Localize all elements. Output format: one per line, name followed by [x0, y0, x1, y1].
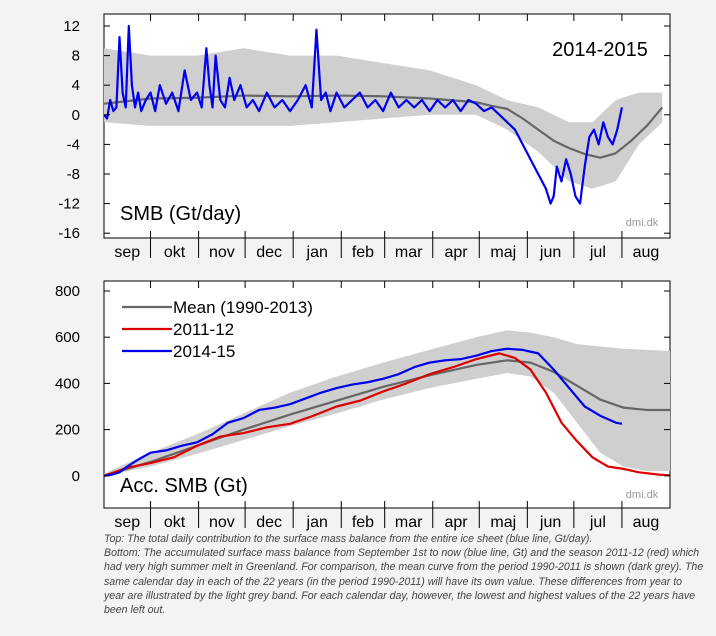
y-tick-label: 400	[55, 375, 80, 392]
y-tick-label: 600	[55, 329, 80, 346]
month-label-nov: nov	[209, 514, 235, 531]
plot-area	[104, 24, 664, 205]
month-label-feb: feb	[352, 514, 374, 531]
month-label-mar: mar	[395, 514, 423, 531]
month-label-sep: sep	[114, 514, 140, 531]
series-line-2014-15	[104, 24, 624, 205]
series-line-mean-1990-2013-	[104, 94, 664, 159]
month-label-maj: maj	[490, 244, 516, 261]
credit-text: dmi.dk	[626, 217, 659, 229]
month-label-jul: jul	[589, 244, 606, 261]
y-tick-label: 4	[72, 77, 80, 94]
y-tick-label: 200	[55, 422, 80, 439]
panel-label: SMB (Gt/day)	[120, 203, 241, 225]
series-line-2011-12	[104, 352, 670, 477]
month-label-sep: sep	[114, 244, 140, 261]
month-label-jun: jun	[539, 514, 561, 531]
month-label-jul: jul	[589, 514, 606, 531]
y-tick-label: 0	[72, 107, 80, 124]
legend-label: Mean (1990-2013)	[173, 298, 313, 317]
y-tick-label: 800	[55, 283, 80, 300]
caption-bottom: Bottom: The accumulated surface mass bal…	[104, 547, 704, 617]
month-label-dec: dec	[256, 514, 282, 531]
accumulated-smb-panel: 800 600 400 200 0 sep okt nov dec jan feb mar apr maj…	[55, 280, 671, 531]
month-label-okt: okt	[164, 514, 186, 531]
caption-top: Top: The total daily contribution to the…	[104, 533, 593, 545]
month-label-aug: aug	[633, 514, 660, 531]
figure-caption: Top: The total daily contribution to the…	[104, 532, 704, 617]
month-label-maj: maj	[490, 514, 516, 531]
month-label-nov: nov	[209, 244, 235, 261]
credit-text: dmi.dk	[626, 489, 659, 501]
month-label-aug: aug	[633, 244, 660, 261]
range-band	[104, 48, 663, 189]
plot-area	[104, 330, 670, 477]
range-band	[104, 330, 670, 476]
daily-smb-panel: 12 8 4 0 -4 -8 -12 -16 sep okt nov dec jan feb mar apr m…	[58, 13, 671, 261]
panel-label: Acc. SMB (Gt)	[120, 475, 248, 497]
y-tick-label: 12	[63, 18, 80, 35]
month-label-feb: feb	[352, 244, 374, 261]
y-tick-label: 8	[72, 48, 80, 65]
y-tick-label: -16	[58, 225, 80, 242]
y-tick-label: -4	[67, 136, 80, 153]
chart-title: 2014-2015	[552, 39, 648, 61]
legend: Mean (1990-2013) 2011-12 2014-15	[122, 298, 313, 361]
y-tick-label: -12	[58, 196, 80, 213]
legend-label: 2011-12	[173, 320, 234, 339]
month-label-apr: apr	[444, 244, 468, 261]
month-label-jan: jan	[306, 514, 328, 531]
month-label-dec: dec	[256, 244, 282, 261]
month-label-jun: jun	[539, 244, 561, 261]
legend-label: 2014-15	[173, 342, 235, 361]
y-tick-label: -8	[67, 166, 80, 183]
month-label-okt: okt	[164, 244, 186, 261]
month-label-mar: mar	[395, 244, 423, 261]
month-label-jan: jan	[306, 244, 328, 261]
month-label-apr: apr	[444, 514, 468, 531]
series-line-2014-15	[104, 347, 623, 477]
y-tick-label: 0	[72, 468, 80, 485]
